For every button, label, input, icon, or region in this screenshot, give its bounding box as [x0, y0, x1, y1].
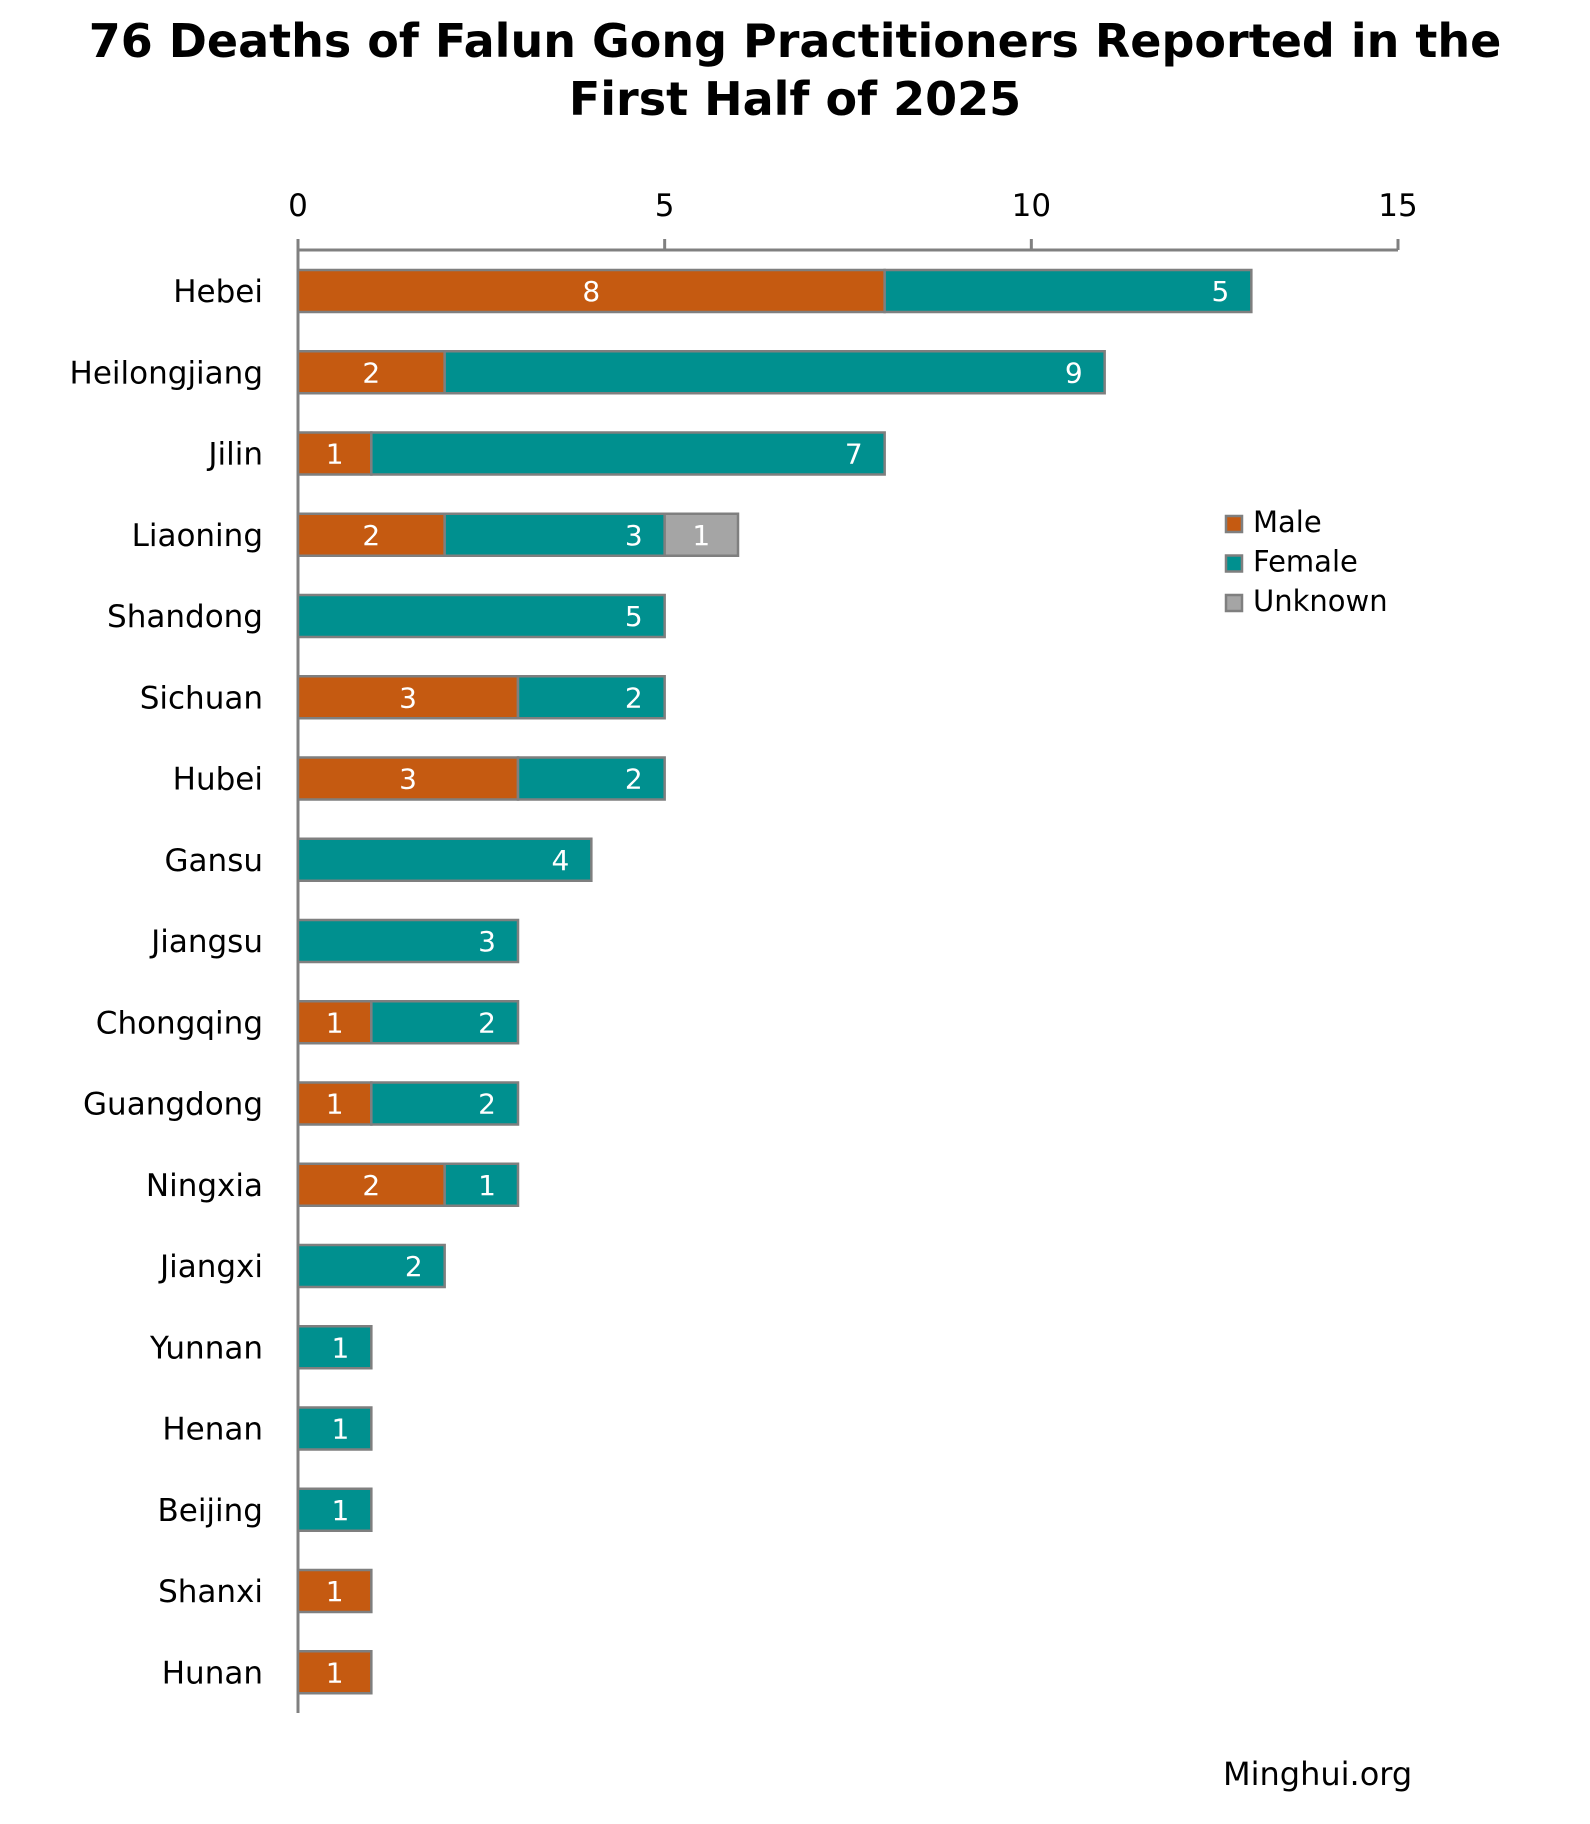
data-label: 1 — [326, 438, 344, 471]
chart-title-line-1: 76 Deaths of Falun Gong Practitioners Re… — [88, 14, 1502, 68]
data-label: 2 — [478, 1006, 496, 1039]
data-label: 1 — [332, 1331, 350, 1364]
data-label: 2 — [478, 1088, 496, 1121]
bar-segment-male — [296, 1081, 373, 1126]
data-label: 1 — [326, 1575, 344, 1608]
data-label: 3 — [399, 681, 417, 714]
chart-title: 76 Deaths of Falun Gong Practitioners Re… — [0, 12, 1590, 128]
x-tick-label: 10 — [1012, 188, 1051, 224]
bar-segment-female — [296, 1406, 373, 1451]
category-label: Ningxia — [146, 1168, 263, 1204]
bar-segment-female — [443, 350, 1106, 395]
bar-segment-female — [296, 837, 593, 882]
category-label: Hubei — [173, 762, 263, 798]
bar-segment-female — [296, 1325, 373, 1370]
bar-segment-female — [370, 431, 886, 476]
data-label: 3 — [399, 763, 417, 796]
category-label: Jilin — [206, 437, 263, 473]
x-tick-label: 0 — [288, 188, 308, 224]
data-label: 2 — [362, 356, 380, 389]
category-label: Hunan — [162, 1655, 263, 1691]
data-label: 7 — [845, 438, 863, 471]
axes: 0 5 10 15HebeiHeilongjiangJilinLiaoningShan… — [70, 188, 1418, 1713]
bar-segment-female — [443, 512, 666, 557]
bar-segment-female — [443, 1162, 520, 1207]
bar-segment-female — [883, 268, 1253, 314]
bar-segment-male — [296, 1162, 446, 1207]
legend-label-unknown: Unknown — [1253, 584, 1388, 618]
data-label: 5 — [1212, 275, 1230, 308]
category-label: Heilongjiang — [70, 355, 263, 391]
category-label: Henan — [162, 1412, 263, 1448]
bar-segment-female — [296, 1487, 373, 1532]
category-label: Sichuan — [140, 680, 263, 716]
data-label: 2 — [362, 519, 380, 552]
bar-segment-male — [296, 675, 520, 720]
data-label: 2 — [625, 763, 643, 796]
data-label: 1 — [692, 519, 710, 552]
legend: Male Female Unknown — [1224, 505, 1388, 618]
category-label: Jiangxi — [158, 1249, 263, 1285]
x-tick-label: 5 — [655, 188, 675, 224]
bar-segment-female — [296, 1243, 446, 1289]
legend-swatch-female — [1224, 554, 1244, 573]
category-label: Shanxi — [158, 1574, 263, 1610]
category-label: Beijing — [157, 1493, 263, 1529]
bar-segment-male — [296, 268, 886, 314]
data-label: 8 — [582, 275, 600, 308]
legend-label-male: Male — [1253, 505, 1322, 539]
legend-swatch-unknown — [1224, 593, 1244, 613]
category-label: Yunnan — [149, 1330, 263, 1366]
data-label: 2 — [625, 681, 643, 714]
category-label: Gansu — [165, 843, 263, 879]
legend-swatch-male — [1224, 514, 1244, 534]
chart-title-line-2: First Half of 2025 — [568, 72, 1022, 126]
data-label: 4 — [552, 844, 570, 877]
category-label: Hebei — [173, 274, 263, 310]
category-label: Shandong — [107, 599, 263, 635]
data-label: 1 — [326, 1088, 344, 1121]
legend-label-female: Female — [1253, 545, 1358, 579]
data-label: 1 — [326, 1006, 344, 1039]
data-label: 1 — [478, 1169, 496, 1202]
data-label: 5 — [625, 600, 643, 633]
bar-segment-unknown — [663, 512, 740, 557]
x-tick-label: 15 — [1378, 188, 1417, 224]
data-label: 1 — [332, 1413, 350, 1446]
data-label: 3 — [478, 925, 496, 958]
bars: 8 5 2 9 1 7 2 3 1 5 3 2 3 2 4 3 1 2 1 2 2 1 2 1 1 1 1 1 — [296, 268, 1253, 1695]
bar-segment-female — [296, 918, 520, 964]
category-label: Liaoning — [132, 518, 263, 554]
bar-segment-female — [296, 593, 666, 639]
bar-segment-male — [296, 350, 446, 395]
bar-segment-male — [296, 1568, 373, 1614]
category-label: Jiangsu — [149, 924, 263, 960]
data-label: 1 — [332, 1494, 350, 1527]
bar-segment-female — [516, 675, 666, 720]
category-label: Guangdong — [83, 1087, 263, 1123]
bar-segment-male — [296, 512, 446, 557]
bar-segment-male — [296, 756, 520, 801]
bar-segment-female — [370, 1081, 520, 1126]
data-label: 3 — [625, 519, 643, 552]
data-label: 2 — [362, 1169, 380, 1202]
data-label: 9 — [1065, 356, 1083, 389]
bar-segment-female — [516, 756, 666, 801]
bar-segment-female — [370, 1000, 520, 1045]
category-label: Chongqing — [96, 1005, 263, 1041]
bar-segment-male — [296, 1650, 373, 1695]
data-label: 1 — [326, 1656, 344, 1689]
source-credit: Minghui.org — [1223, 1755, 1413, 1793]
data-label: 2 — [405, 1250, 423, 1283]
